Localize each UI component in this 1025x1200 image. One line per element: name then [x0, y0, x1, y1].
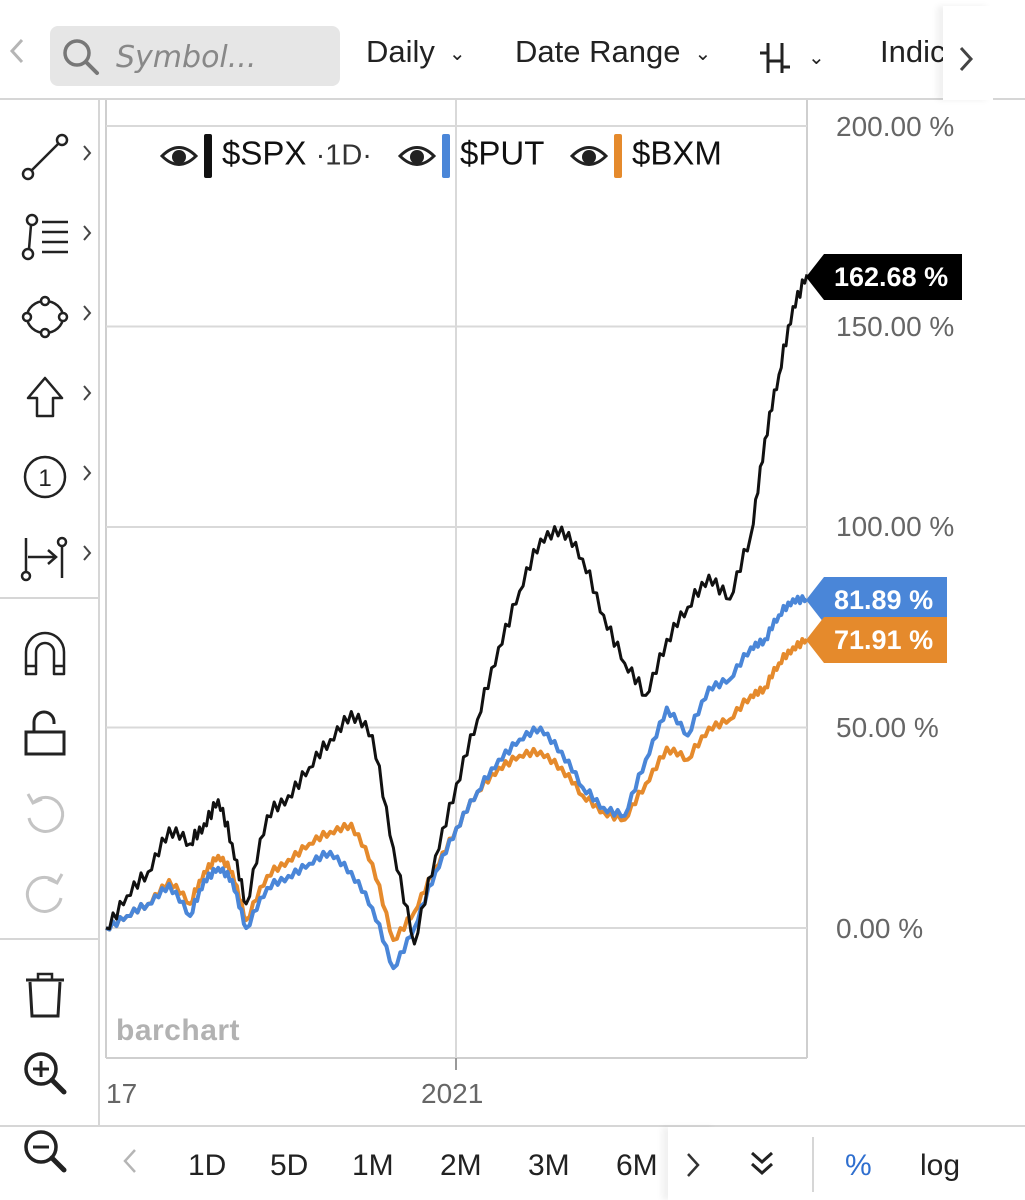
range-6m-button[interactable]: 6M: [616, 1149, 658, 1182]
redo-icon: [25, 873, 64, 913]
measure-tool[interactable]: [14, 524, 94, 584]
redo-button[interactable]: [14, 860, 94, 920]
indicators-label: Indic: [880, 34, 946, 69]
shape-icon: [21, 295, 69, 339]
arrow-tool[interactable]: [14, 364, 94, 424]
date-range-dropdown[interactable]: Date Range ⌄: [515, 34, 711, 70]
tool-divider: [0, 938, 100, 940]
chevron-right-icon: [83, 385, 92, 401]
toolbar-scroll-right-button[interactable]: [943, 6, 993, 100]
undo-button[interactable]: [14, 780, 94, 840]
delete-drawings-button[interactable]: [14, 962, 94, 1022]
chevron-left-icon: [9, 38, 24, 64]
search-icon: [63, 39, 99, 75]
chevron-right-icon: [83, 305, 92, 321]
chevron-down-icon: ⌄: [448, 43, 466, 66]
percent-scale-toggle[interactable]: %: [845, 1149, 872, 1182]
y-tick-label: 150.00 %: [836, 311, 955, 342]
series-layer: [105, 274, 809, 971]
magnet-tool[interactable]: [14, 620, 94, 680]
y-tick-label: 0.00 %: [836, 913, 924, 944]
range-2m-button[interactable]: 2M: [440, 1149, 482, 1182]
date-range-label: Date Range: [515, 34, 681, 69]
shape-tool[interactable]: [14, 284, 94, 344]
chevron-down-icon: ⌄: [694, 43, 712, 66]
drawing-tools-sidebar: 1: [0, 100, 100, 1173]
toolbar-scroll-left-button[interactable]: [8, 30, 26, 80]
double-chevron-down-icon: [750, 1151, 774, 1176]
fibonacci-tool[interactable]: [14, 204, 94, 264]
indicators-menu[interactable]: Indic: [880, 34, 945, 70]
undo-icon: [26, 793, 65, 833]
legend-bxm-symbol: $BXM: [632, 134, 722, 172]
range-scroll-left-button[interactable]: [122, 1147, 138, 1183]
magnet-icon: [24, 631, 66, 676]
chevron-down-icon: ⌄: [808, 47, 825, 70]
symbol-search-input[interactable]: [114, 38, 328, 76]
bxm-last-value-badge: 71.91 %: [806, 617, 948, 663]
chevron-right-icon: [83, 545, 92, 561]
series-color-swatch: [614, 134, 622, 178]
chevron-right-icon: [959, 46, 974, 72]
legend-spx-interval: ·1D·: [315, 139, 372, 172]
zoom-out-icon: [24, 1130, 67, 1173]
x-tick-label: 2021: [421, 1078, 484, 1109]
legend-spx-symbol: $SPX: [222, 134, 307, 172]
eye-icon: [398, 146, 436, 166]
frequency-label: Daily: [366, 34, 435, 69]
legend-put-symbol: $PUT: [460, 134, 545, 172]
divider: [812, 1137, 814, 1192]
number-marker-icon: 1: [23, 455, 67, 499]
chevron-left-icon: [123, 1149, 136, 1173]
y-tick-label: 200.00 %: [836, 111, 955, 142]
range-scroll-right-button[interactable]: [668, 1127, 718, 1200]
lock-toggle[interactable]: [14, 700, 94, 760]
bottom-range-bar: 1D 5D 1M 2M 3M 6M % log: [0, 1125, 1025, 1200]
unlock-icon: [24, 710, 66, 756]
trend-line-tool[interactable]: [14, 124, 94, 184]
zoom-in-icon: [24, 1052, 67, 1095]
top-toolbar: Daily ⌄ Date Range ⌄ ⌄ Indic: [0, 0, 1025, 100]
spx-last-value-badge: 162.68 %: [806, 254, 963, 300]
range-1d-button[interactable]: 1D: [188, 1149, 227, 1182]
eye-icon: [160, 146, 198, 166]
y-tick-label: 100.00 %: [836, 511, 955, 542]
zoom-in-button[interactable]: [14, 1040, 94, 1100]
bar-style-icon: [760, 42, 790, 73]
chevron-right-icon: [687, 1153, 700, 1177]
legend-bxm[interactable]: $BXM: [570, 134, 722, 178]
chevron-right-icon: [83, 145, 92, 161]
series-line-put: [105, 594, 809, 971]
measure-icon: [20, 536, 68, 582]
y-tick-label: 50.00 %: [836, 712, 939, 743]
chevron-right-icon: [83, 225, 92, 241]
tool-divider: [0, 597, 100, 599]
eye-icon: [570, 146, 608, 166]
number-marker-tool[interactable]: 1: [14, 444, 94, 504]
legend-put[interactable]: $PUT: [398, 134, 544, 178]
zoom-out-button[interactable]: [14, 1118, 94, 1178]
trash-icon: [26, 972, 64, 1018]
symbol-search[interactable]: [50, 26, 340, 86]
series-color-swatch: [204, 134, 212, 178]
price-chart[interactable]: [100, 100, 1025, 1125]
bar-style-dropdown[interactable]: ⌄: [758, 38, 825, 75]
legend-spx[interactable]: $SPX ·1D·: [160, 134, 372, 178]
series-line-spx: [105, 274, 809, 946]
log-scale-toggle[interactable]: log: [920, 1149, 961, 1182]
chevron-right-icon: [83, 465, 92, 481]
range-1m-button[interactable]: 1M: [352, 1149, 394, 1182]
series-color-swatch: [442, 134, 450, 178]
range-5d-button[interactable]: 5D: [270, 1149, 309, 1182]
svg-text:1: 1: [38, 465, 51, 492]
more-ranges-button[interactable]: [748, 1149, 776, 1187]
frequency-dropdown[interactable]: Daily ⌄: [366, 34, 466, 70]
put-last-value-badge: 81.89 %: [806, 577, 948, 623]
x-tick-label: 17: [106, 1078, 138, 1109]
trend-line-icon: [21, 133, 69, 181]
barchart-watermark: barchart: [116, 1014, 241, 1047]
range-3m-button[interactable]: 3M: [528, 1149, 570, 1182]
arrow-up-icon: [26, 376, 64, 418]
fib-icon: [21, 213, 68, 261]
